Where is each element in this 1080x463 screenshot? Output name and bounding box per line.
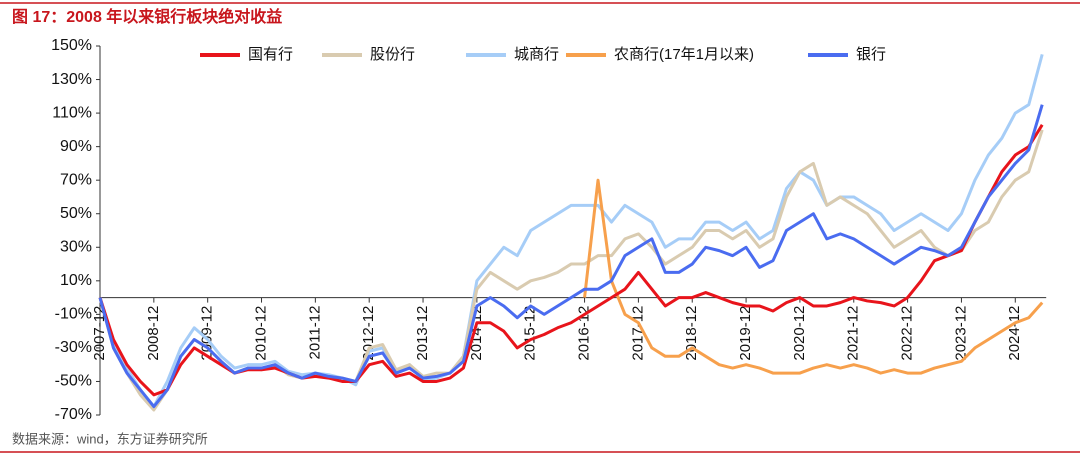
series-line — [583, 178, 1044, 375]
x-tick-label: 2022-12 — [899, 306, 916, 361]
x-tick-label: 2010-12 — [252, 306, 269, 361]
chart-title: 图 17：2008 年以来银行板块绝对收益 — [12, 7, 282, 26]
x-tick-label: 2011-12 — [306, 306, 323, 360]
x-tick-label: 2018-12 — [683, 306, 700, 361]
legend-label: 城商行 — [514, 46, 559, 63]
y-tick-label: -10% — [55, 306, 92, 323]
y-tick-label: 10% — [60, 272, 92, 289]
legend-label: 农商行(17年1月以来) — [614, 46, 754, 63]
y-tick-label: 90% — [60, 138, 92, 155]
series-line — [98, 53, 1044, 409]
x-tick-label: 2024-12 — [1006, 306, 1023, 361]
x-tick-label: 2015-12 — [522, 306, 539, 361]
y-tick-label: -30% — [55, 339, 92, 356]
x-tick-label: 2007-12 — [91, 306, 108, 361]
series-line — [98, 104, 1044, 409]
y-tick-label: 150% — [51, 37, 92, 54]
y-tick-label: 70% — [60, 171, 92, 188]
series-line — [98, 124, 1044, 397]
y-tick-label: 50% — [60, 205, 92, 222]
y-tick-label: -70% — [55, 406, 92, 423]
source-note: 数据来源：wind，东方证券研究所 — [12, 431, 208, 446]
x-tick-label: 2009-12 — [199, 306, 216, 361]
x-tick-label: 2023-12 — [952, 306, 969, 361]
x-tick-label: 2008-12 — [145, 306, 162, 361]
x-tick-label: 2021-12 — [845, 306, 862, 361]
x-tick-label: 2020-12 — [791, 306, 808, 361]
legend-label: 国有行 — [248, 46, 293, 63]
x-tick-label: 2013-12 — [414, 306, 431, 361]
y-tick-label: -50% — [55, 373, 92, 390]
y-tick-label: 130% — [51, 71, 92, 88]
legend-label: 银行 — [856, 46, 886, 63]
y-tick-label: 30% — [60, 238, 92, 255]
x-tick-label: 2019-12 — [737, 306, 754, 361]
x-tick-label: 2016-12 — [576, 306, 593, 361]
y-tick-label: 110% — [52, 104, 92, 121]
legend-label: 股份行 — [370, 46, 415, 63]
series-line — [98, 129, 1044, 412]
